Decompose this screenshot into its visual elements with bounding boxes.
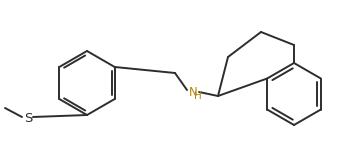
Text: H: H: [194, 91, 202, 101]
Text: N: N: [189, 85, 197, 98]
Text: S: S: [24, 112, 32, 125]
